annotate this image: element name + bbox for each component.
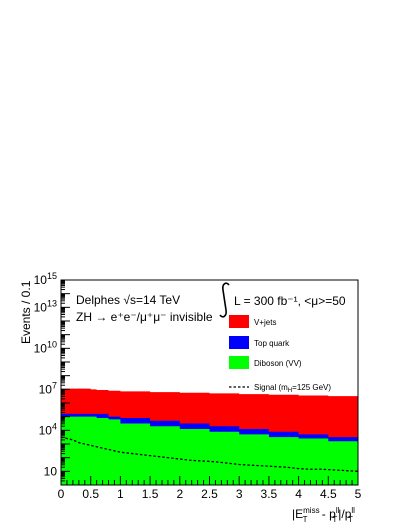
x-tick-label: 0 (58, 487, 65, 501)
x-tick-label: 4.5 (320, 487, 337, 501)
x-tick-label: 5 (355, 487, 362, 501)
x-tick-label: 2.5 (201, 487, 218, 501)
y-tick-label: 1010 (34, 339, 57, 355)
annotation-process: ZH → e⁺e⁻/μ⁺μ⁻ invisible (76, 310, 213, 324)
legend-v-jets-label: V+jets (254, 318, 276, 327)
x-tick-label: 2 (176, 487, 183, 501)
signal-line (60, 436, 359, 472)
x-tick-label: 3 (236, 487, 243, 501)
x-tick-labels: 0 0.5 1 1.5 2 2.5 3 3.5 4 4.5 5 (58, 487, 362, 501)
x-tick-label: 4 (295, 487, 302, 501)
axis-ticks (60, 280, 359, 486)
series-diboson-vv-area (61, 416, 358, 485)
stacked-fills (61, 388, 358, 485)
legend-signal-label: Signal (mH=125 GeV) (254, 383, 331, 394)
y-tick-label: 10 (44, 464, 58, 478)
legend: V+jets Top quark Diboson (VV) Signal (mH=12… (229, 315, 331, 394)
legend-top-quark-label: Top quark (254, 339, 290, 348)
x-tick-label: 1 (117, 487, 124, 501)
legend-diboson-vv-swatch (229, 356, 249, 369)
signal-layer (60, 436, 359, 472)
y-tick-labels: 10 104 107 1010 1013 1015 (34, 271, 58, 478)
y-tick-label: 104 (39, 421, 57, 437)
legend-top-quark-swatch (229, 336, 249, 349)
x-tick-label: 1.5 (142, 487, 159, 501)
integral-symbol (219, 282, 230, 318)
x-tick-label: 0.5 (82, 487, 99, 501)
y-tick-label: 1015 (34, 271, 57, 287)
x-axis-label: |Emiss T - pll T|/pll T (292, 506, 355, 524)
annotation-lumi: L = 300 fb⁻¹, <μ>=50 (234, 294, 346, 308)
legend-diboson-vv-label: Diboson (VV) (254, 359, 302, 368)
y-tick-label: 1013 (34, 298, 57, 314)
x-tick-label: 3.5 (261, 487, 278, 501)
annotation-delphes: Delphes √s=14 TeV (76, 293, 180, 307)
y-tick-label: 107 (39, 380, 57, 396)
legend-v-jets-swatch (229, 315, 249, 328)
y-axis-label: Events / 0.1 (19, 280, 33, 344)
